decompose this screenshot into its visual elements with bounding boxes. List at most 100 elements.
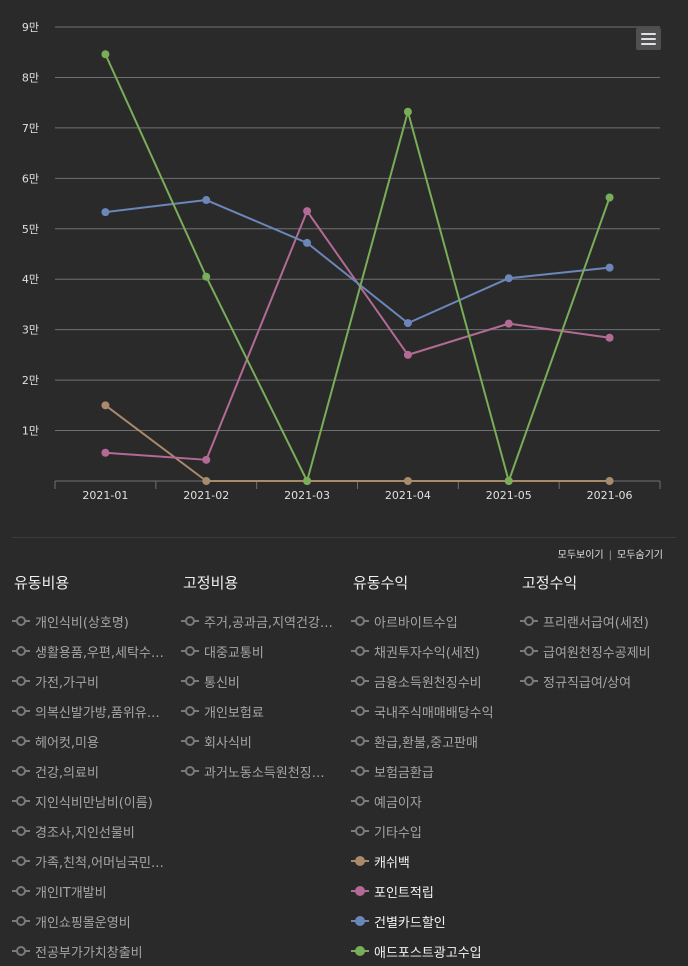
- legend-marker-icon: [181, 676, 201, 686]
- divider: [12, 537, 676, 538]
- legend-marker-icon: [351, 766, 371, 776]
- legend-item[interactable]: 주거,공과금,지역건강…: [181, 606, 346, 636]
- data-point: [101, 448, 110, 457]
- legend-item-label: 지인식비만남비(이름): [35, 795, 153, 811]
- data-point: [303, 238, 312, 247]
- legend-item[interactable]: 보험금환급: [351, 756, 516, 786]
- legend-item[interactable]: 국내주식매매배당수익: [351, 696, 516, 726]
- y-tick-label: 6만: [22, 172, 39, 185]
- legend-item-label: 회사식비: [204, 735, 252, 751]
- legend-marker-icon: [12, 886, 32, 896]
- legend-item[interactable]: 경조사,지인선물비: [12, 816, 177, 846]
- hide-all-link[interactable]: 모두숨기기: [617, 550, 663, 561]
- legend-item[interactable]: 개인쇼핑몰운영비: [12, 906, 177, 936]
- legend-marker-icon: [181, 646, 201, 656]
- x-tick-label: 2021-05: [486, 489, 532, 502]
- legend-group-title: 유동비용: [14, 574, 70, 592]
- line-chart: 9만 8만 7만 6만 5만 4만 3만 2만 1만 2021-01 2021-02 2021-03 2…: [22, 21, 661, 502]
- legend-item[interactable]: 개인IT개발비: [12, 876, 177, 906]
- legend-item[interactable]: 건별카드할인: [351, 906, 516, 936]
- y-tick-label: 9만: [22, 21, 39, 34]
- data-point: [303, 207, 312, 216]
- legend-marker-icon: [351, 946, 371, 956]
- legend-marker-icon: [351, 826, 371, 836]
- legend-item[interactable]: 환급,환불,중고판매: [351, 726, 516, 756]
- legend-item-label: 전공부가가치창출비: [35, 945, 143, 961]
- y-tick-label: 7만: [22, 122, 39, 135]
- data-point: [504, 319, 513, 328]
- legend-item[interactable]: 개인보험료: [181, 696, 346, 726]
- legend-item[interactable]: 의복신발가방,품위유…: [12, 696, 177, 726]
- legend-item-label: 아르바이트수입: [374, 615, 458, 631]
- legend-marker-icon: [181, 766, 201, 776]
- data-point: [605, 193, 614, 202]
- legend-toggle-controls: 모두보이기 | 모두숨기기: [558, 546, 663, 561]
- legend-marker-icon: [181, 706, 201, 716]
- legend-item[interactable]: 예금이자: [351, 786, 516, 816]
- legend-item[interactable]: 금융소득원천징수비: [351, 666, 516, 696]
- legend-marker-icon: [12, 826, 32, 836]
- legend-group: 고정수익 프리랜서급여(세전) 급여원천징수공제비 정규직급여/상여: [520, 573, 685, 696]
- legend-item-label: 캐쉬백: [374, 855, 410, 871]
- legend-item-label: 통신비: [204, 675, 240, 691]
- legend-item-label: 금융소득원천징수비: [374, 675, 482, 691]
- data-point: [605, 263, 614, 272]
- legend-item[interactable]: 건강,의료비: [12, 756, 177, 786]
- data-point: [504, 274, 513, 283]
- data-point: [403, 350, 412, 359]
- data-point: [504, 477, 513, 485]
- legend-marker-icon: [12, 736, 32, 746]
- legend-item[interactable]: 통신비: [181, 666, 346, 696]
- show-all-link[interactable]: 모두보이기: [557, 550, 604, 561]
- legend-item[interactable]: 개인식비(상호명): [12, 606, 177, 636]
- legend-item[interactable]: 포인트적립: [351, 876, 516, 906]
- legend-marker-icon: [351, 886, 371, 896]
- legend-item[interactable]: 기타수입: [351, 816, 516, 846]
- x-tick-label: 2021-01: [82, 489, 128, 502]
- legend-item[interactable]: 가족,친척,어머님국민…: [12, 846, 177, 876]
- legend-marker-icon: [12, 766, 32, 776]
- legend-item-label: 예금이자: [374, 795, 422, 811]
- legend-item[interactable]: 과거노동소득원천징…: [181, 756, 346, 786]
- y-tick-label: 4만: [22, 273, 39, 286]
- legend-item[interactable]: 대중교통비: [181, 636, 346, 666]
- legend-item[interactable]: 헤어컷,미용: [12, 726, 177, 756]
- legend-item-label: 정규직급여/상여: [543, 675, 632, 691]
- data-point: [101, 401, 110, 410]
- legend-marker-icon: [12, 796, 32, 806]
- legend-item-label: 채권투자수익(세전): [374, 645, 480, 661]
- legend-item[interactable]: 아르바이트수입: [351, 606, 516, 636]
- legend-marker-icon: [12, 946, 32, 956]
- data-point: [303, 477, 312, 485]
- legend-item[interactable]: 프리랜서급여(세전): [520, 606, 685, 636]
- legend-item[interactable]: 애드포스트광고수입: [351, 936, 516, 966]
- legend-marker-icon: [351, 646, 371, 656]
- legend-item[interactable]: 정규직급여/상여: [520, 666, 685, 696]
- legend-item[interactable]: 전공부가가치창출비: [12, 936, 177, 966]
- series-line: [104, 53, 611, 482]
- data-point: [403, 319, 412, 328]
- legend-item[interactable]: 회사식비: [181, 726, 346, 756]
- legend-item[interactable]: 급여원천징수공제비: [520, 636, 685, 666]
- x-tick-label: 2021-02: [183, 489, 229, 502]
- legend-item-label: 가전,가구비: [35, 675, 99, 691]
- legend-item-label: 개인보험료: [204, 705, 264, 721]
- legend-item[interactable]: 채권투자수익(세전): [351, 636, 516, 666]
- legend-group-title: 고정비용: [183, 574, 239, 592]
- legend-marker-icon: [181, 616, 201, 626]
- y-tick-label: 5만: [22, 223, 39, 236]
- y-tick-label: 1만: [22, 425, 39, 438]
- toggle-separator: |: [608, 550, 612, 561]
- hamburger-icon[interactable]: [636, 28, 661, 50]
- x-tick-label: 2021-04: [385, 489, 431, 502]
- data-point: [101, 50, 110, 59]
- legend-item[interactable]: 가전,가구비: [12, 666, 177, 696]
- legend-marker-icon: [351, 736, 371, 746]
- legend-item[interactable]: 캐쉬백: [351, 846, 516, 876]
- legend-item[interactable]: 생활용품,우편,세탁수…: [12, 636, 177, 666]
- legend-item[interactable]: 지인식비만남비(이름): [12, 786, 177, 816]
- data-point: [202, 477, 211, 485]
- legend-marker-icon: [351, 616, 371, 626]
- legend-item-label: 개인IT개발비: [35, 885, 107, 901]
